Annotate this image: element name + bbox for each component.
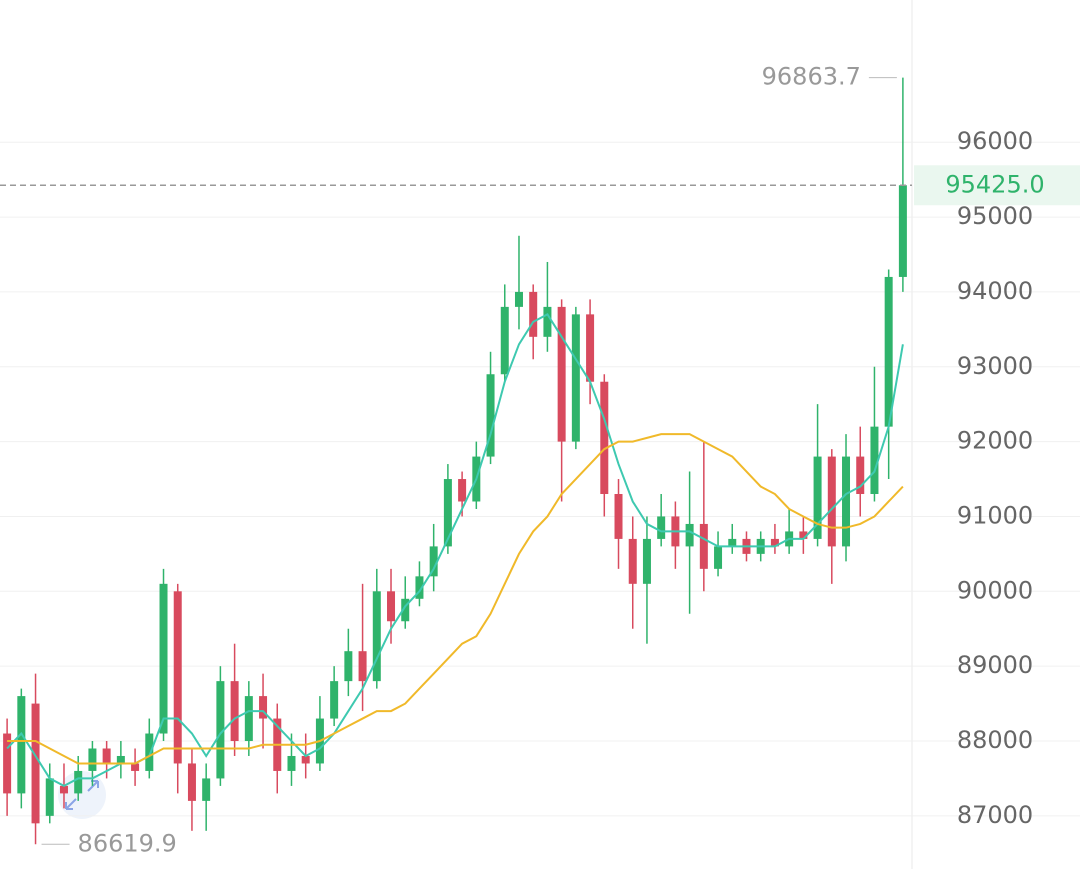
candle-body xyxy=(159,583,168,734)
candle-body xyxy=(131,763,140,771)
candle-body xyxy=(74,770,83,794)
last-price-label: 95425.0 xyxy=(945,170,1044,198)
candle-body xyxy=(230,681,239,742)
candle-body xyxy=(330,681,339,719)
candle-body xyxy=(898,185,907,277)
candle-body xyxy=(31,703,40,824)
candle-body xyxy=(244,696,253,742)
y-tick-label: 91000 xyxy=(957,501,1033,529)
candle-body xyxy=(600,381,609,495)
y-tick-label: 89000 xyxy=(957,651,1033,679)
candle-body xyxy=(770,538,779,547)
candle-body xyxy=(543,306,552,337)
candle-body xyxy=(458,479,467,502)
candle-body xyxy=(88,748,97,771)
candle-body xyxy=(728,538,737,547)
candle-body xyxy=(301,755,310,764)
moving-average xyxy=(7,433,904,765)
candle-body xyxy=(202,778,211,801)
max-label: 96863.7 xyxy=(762,63,861,91)
candle-body xyxy=(387,591,396,622)
min-label: 86619.9 xyxy=(78,829,177,857)
y-tick-label: 96000 xyxy=(957,127,1033,155)
candle-body xyxy=(45,778,54,816)
candle-body xyxy=(259,696,268,719)
candle-body xyxy=(59,785,68,794)
candle-body xyxy=(3,733,12,794)
candle-body xyxy=(173,591,182,764)
candle-body xyxy=(699,523,708,569)
candle-body xyxy=(529,291,538,337)
candle-body xyxy=(614,494,623,539)
candle-body xyxy=(799,531,808,539)
candle-body xyxy=(102,748,111,764)
candle-body xyxy=(17,696,26,794)
moving-average xyxy=(6,313,904,788)
candle-body xyxy=(813,456,822,539)
candle-body xyxy=(685,523,694,547)
y-tick-label: 93000 xyxy=(957,352,1033,380)
candle-body xyxy=(401,598,410,622)
y-tick-label: 88000 xyxy=(957,726,1033,754)
candle-body xyxy=(443,479,452,547)
candle-body xyxy=(358,651,367,682)
candle-body xyxy=(642,538,651,584)
last-price-bg xyxy=(914,165,1080,206)
candle-body xyxy=(116,755,125,764)
y-tick-label: 92000 xyxy=(957,427,1033,455)
candle-body xyxy=(500,306,509,375)
y-tick-label: 87000 xyxy=(957,801,1033,829)
candle-body xyxy=(415,576,424,599)
candle-body xyxy=(586,314,595,382)
candle-body xyxy=(657,516,666,539)
zoom-icon-arrows xyxy=(65,780,99,810)
y-tick-label: 95000 xyxy=(957,202,1033,230)
y-tick-label: 94000 xyxy=(957,277,1033,305)
candle-body xyxy=(287,755,296,771)
candle-body xyxy=(714,546,723,569)
candle-body xyxy=(842,456,851,547)
y-tick-label: 90000 xyxy=(957,576,1033,604)
candle-body xyxy=(827,456,836,547)
candle-body xyxy=(344,651,353,682)
candle-body xyxy=(372,591,381,682)
candle-body xyxy=(187,763,196,801)
candle-body xyxy=(571,314,580,442)
candle-body xyxy=(216,681,225,779)
candle-body xyxy=(557,306,566,442)
candle-body xyxy=(429,546,438,577)
candle-body xyxy=(628,538,637,584)
candle-body xyxy=(514,291,523,307)
candle-body xyxy=(145,733,154,771)
candle-body xyxy=(884,276,893,427)
candle-body xyxy=(856,456,865,495)
candle-body xyxy=(870,426,879,495)
candle-body xyxy=(486,374,495,457)
